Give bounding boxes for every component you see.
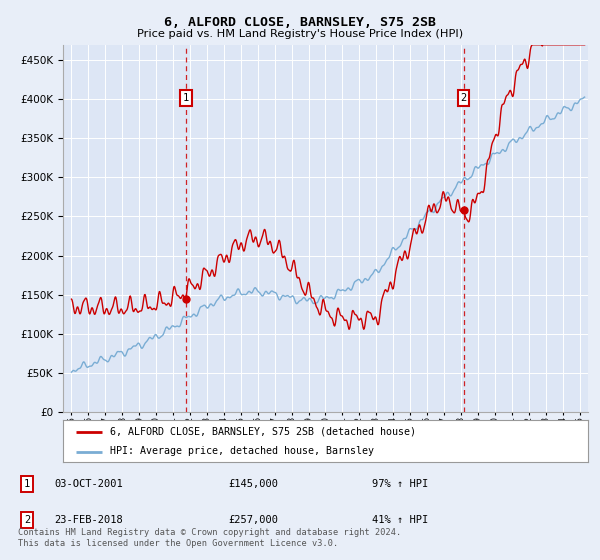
Text: 23-FEB-2018: 23-FEB-2018 bbox=[54, 515, 123, 525]
Text: 97% ↑ HPI: 97% ↑ HPI bbox=[372, 479, 428, 489]
Text: £145,000: £145,000 bbox=[228, 479, 278, 489]
Text: Price paid vs. HM Land Registry's House Price Index (HPI): Price paid vs. HM Land Registry's House … bbox=[137, 29, 463, 39]
Text: HPI: Average price, detached house, Barnsley: HPI: Average price, detached house, Barn… bbox=[110, 446, 374, 456]
Text: 2: 2 bbox=[24, 515, 30, 525]
Text: 6, ALFORD CLOSE, BARNSLEY, S75 2SB: 6, ALFORD CLOSE, BARNSLEY, S75 2SB bbox=[164, 16, 436, 29]
Text: 1: 1 bbox=[24, 479, 30, 489]
Text: 41% ↑ HPI: 41% ↑ HPI bbox=[372, 515, 428, 525]
Text: Contains HM Land Registry data © Crown copyright and database right 2024.
This d: Contains HM Land Registry data © Crown c… bbox=[18, 528, 401, 548]
Text: 1: 1 bbox=[182, 93, 189, 103]
Text: 03-OCT-2001: 03-OCT-2001 bbox=[54, 479, 123, 489]
Text: £257,000: £257,000 bbox=[228, 515, 278, 525]
Text: 6, ALFORD CLOSE, BARNSLEY, S75 2SB (detached house): 6, ALFORD CLOSE, BARNSLEY, S75 2SB (deta… bbox=[110, 427, 416, 437]
Text: 2: 2 bbox=[460, 93, 467, 103]
